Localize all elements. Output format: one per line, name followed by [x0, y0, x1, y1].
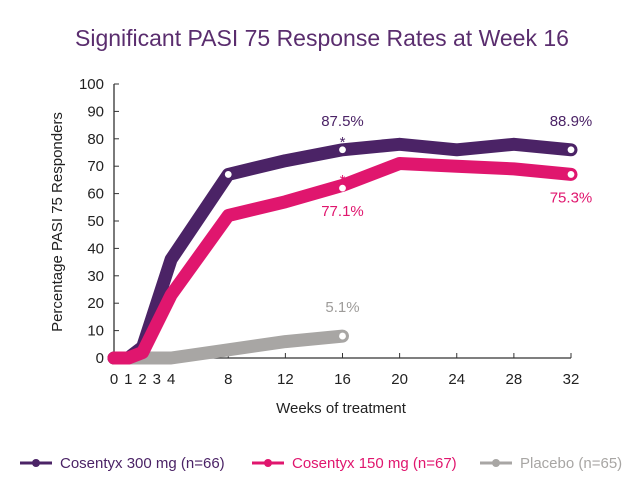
x-tick-label: 28	[506, 371, 523, 388]
legend: Cosentyx 300 mg (n=66) Cosentyx 150 mg (n…	[20, 455, 622, 472]
x-tick-label: 2	[138, 371, 146, 388]
data-markers	[224, 146, 575, 340]
series-lines	[107, 137, 578, 365]
legend-marker-2	[492, 459, 500, 467]
y-tick-label: 40	[87, 240, 104, 257]
legend-label-0: Cosentyx 300 mg (n=66)	[60, 455, 225, 472]
value-annotation: 75.3%	[550, 189, 593, 206]
x-tick-label: 24	[448, 371, 465, 388]
value-annotation: 88.9%	[550, 113, 593, 130]
y-tick-label: 90	[87, 103, 104, 120]
data-point-marker	[224, 171, 232, 178]
y-tick-label: 100	[79, 76, 104, 93]
data-point-marker	[567, 146, 575, 154]
y-tick-label: 30	[87, 268, 104, 285]
y-tick-label: 10	[87, 323, 104, 340]
x-axis-label: Weeks of treatment	[276, 400, 407, 417]
significance-asterisk: *	[340, 172, 346, 189]
y-tick-label: 50	[87, 213, 104, 230]
x-tick-label: 20	[391, 371, 408, 388]
y-axis-label: Percentage PASI 75 Responders	[49, 112, 66, 332]
x-tick-label: 0	[110, 371, 118, 388]
legend-label-2: Placebo (n=65)	[520, 455, 622, 472]
series-line-1	[107, 157, 578, 365]
y-tick-labels: 0 10 20 30 40 50 60 70 80 90 100	[79, 76, 119, 367]
x-tick-label: 3	[153, 371, 161, 388]
x-tick-label: 32	[563, 371, 580, 388]
legend-label-1: Cosentyx 150 mg (n=67)	[292, 455, 457, 472]
data-point-marker	[339, 184, 346, 192]
legend-marker-0	[32, 459, 40, 467]
data-point-marker	[339, 332, 346, 340]
x-tick-label: 1	[124, 371, 132, 388]
value-annotation: 5.1%	[325, 299, 359, 316]
x-tick-label: 12	[277, 371, 294, 388]
data-point-marker	[339, 146, 346, 154]
value-annotation: 87.5%	[321, 113, 364, 130]
y-tick-label: 60	[87, 186, 104, 203]
y-tick-label: 20	[87, 295, 104, 312]
y-tick-label: 0	[96, 350, 104, 367]
value-annotation: 77.1%	[321, 203, 364, 220]
x-tick-label: 16	[334, 371, 351, 388]
y-tick-label: 70	[87, 158, 104, 175]
annotations: 87.5% 88.9% 77.1% 75.3% 5.1% * *	[321, 113, 592, 316]
legend-marker-1	[264, 459, 272, 467]
chart-title: Significant PASI 75 Response Rates at We…	[75, 25, 569, 51]
x-tick-labels: 0 1 2 3 4 8 12 16 20 24 28 32	[110, 353, 580, 388]
x-tick-label: 8	[224, 371, 232, 388]
y-tick-label: 80	[87, 131, 104, 148]
data-point-marker	[567, 171, 575, 178]
x-tick-label: 4	[167, 371, 175, 388]
significance-asterisk: *	[340, 134, 346, 151]
